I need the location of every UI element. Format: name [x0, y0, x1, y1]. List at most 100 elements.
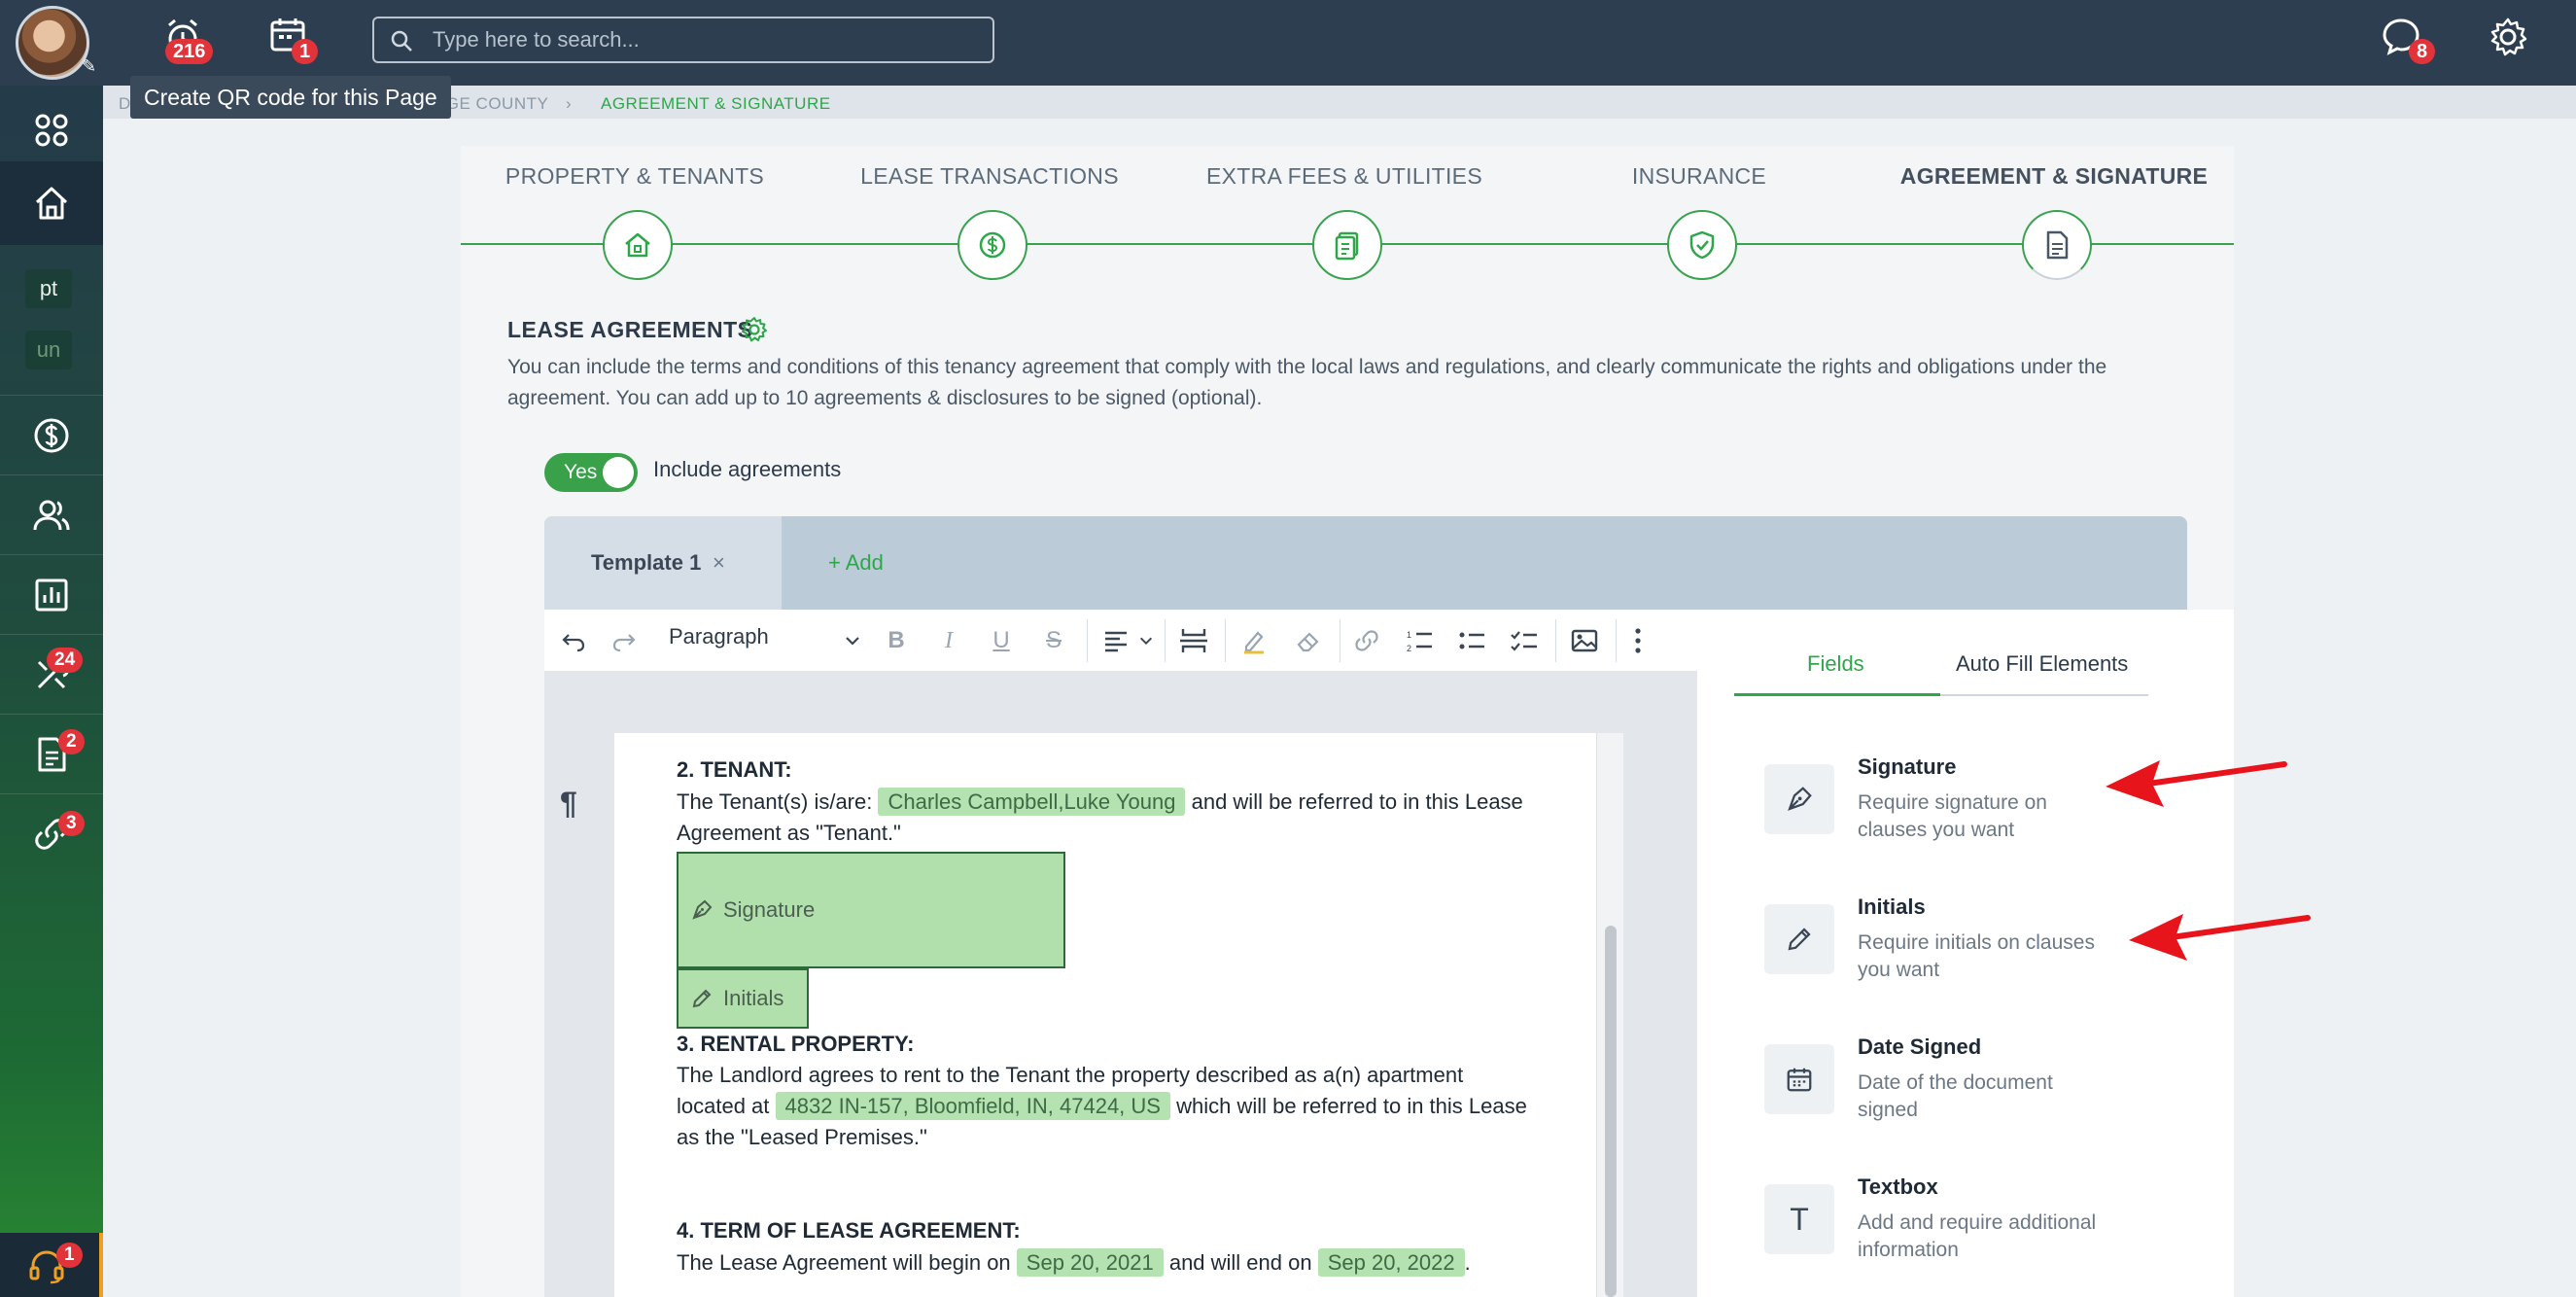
calendar-icon[interactable]: [268, 16, 317, 64]
dollar-icon: [979, 231, 1006, 259]
sidebar-item-pt[interactable]: pt: [25, 269, 72, 308]
undo-icon[interactable]: [554, 621, 593, 660]
search-input[interactable]: [433, 24, 977, 55]
documents-badge: 2: [58, 729, 85, 754]
sidebar-item-finance[interactable]: [0, 397, 103, 474]
more-options-icon[interactable]: [1623, 621, 1653, 660]
chevron-down-icon[interactable]: [838, 621, 867, 660]
settings-gear-icon[interactable]: [2487, 16, 2535, 64]
page-break-icon[interactable]: [1174, 621, 1213, 660]
tab-template-1[interactable]: [544, 516, 782, 610]
link-icon[interactable]: [1347, 621, 1386, 660]
dollar-circle-icon: [34, 418, 69, 453]
sidebar-item-documents[interactable]: [0, 716, 103, 793]
initials-field-title[interactable]: Initials: [1858, 894, 1926, 919]
sidebar-item-people[interactable]: [0, 476, 103, 554]
receipt-icon: [1335, 231, 1359, 261]
toggle-yes-label: Yes: [564, 461, 598, 483]
signature-field-title[interactable]: Signature: [1858, 754, 1957, 779]
annotation-arrow-initials-icon: [2129, 914, 2311, 961]
tab-close-icon[interactable]: ×: [713, 550, 725, 575]
pin-icon: ✎: [82, 56, 97, 76]
editor-scrollbar-thumb[interactable]: [1605, 926, 1617, 1297]
initials-field-box[interactable]: Initials: [677, 968, 809, 1029]
align-left-icon[interactable]: [1098, 621, 1133, 660]
tab-auto-fill-elements[interactable]: Auto Fill Elements: [1956, 651, 2129, 676]
messages-icon[interactable]: [2380, 16, 2428, 64]
align-chevron-down-icon[interactable]: [1135, 621, 1157, 660]
signature-field-label: Signature: [723, 897, 816, 922]
address-field[interactable]: 4832 IN-157, Bloomfield, IN, 47424, US: [775, 1092, 1170, 1120]
step-label-lease[interactable]: LEASE TRANSACTIONS: [860, 163, 1119, 189]
highlight-icon[interactable]: [1235, 621, 1273, 660]
textbox-field-desc: Add and require additional information: [1858, 1211, 2097, 1261]
text-t-icon: T: [1790, 1201, 1809, 1237]
qr-code-tooltip: Create QR code for this Page: [130, 76, 451, 119]
redo-icon[interactable]: [605, 621, 644, 660]
step-fees[interactable]: [1312, 210, 1382, 280]
add-template-button[interactable]: + Add: [828, 550, 884, 575]
sidebar-item-apps[interactable]: [0, 91, 103, 169]
term-heading: 4. TERM OF LEASE AGREEMENT:: [677, 1218, 1021, 1243]
paragraph-style-select[interactable]: Paragraph: [669, 624, 769, 648]
tab-fields[interactable]: Fields: [1807, 651, 1864, 676]
insert-image-icon[interactable]: [1565, 621, 1604, 660]
sidebar-item-tools[interactable]: [0, 636, 103, 714]
top-bar: ✎ 216 1 8: [0, 0, 2576, 86]
chart-icon: [35, 578, 68, 612]
end-date-field[interactable]: Sep 20, 2022: [1317, 1248, 1465, 1277]
pencil-icon: [1788, 928, 1811, 951]
start-date-field[interactable]: Sep 20, 2021: [1016, 1248, 1164, 1277]
step-label-agreement[interactable]: AGREEMENT & SIGNATURE: [1899, 163, 2209, 189]
breadcrumb-item-current: AGREEMENT & SIGNATURE: [601, 94, 831, 113]
breadcrumb-item-partial[interactable]: D: [119, 94, 131, 113]
date-signed-field-desc: Date of the document signed: [1858, 1071, 2053, 1121]
sidebar-item-home[interactable]: [0, 161, 103, 245]
include-agreements-toggle[interactable]: Yes: [544, 453, 638, 492]
signature-field-icon-tile[interactable]: [1764, 764, 1834, 834]
support-button[interactable]: 1: [0, 1233, 103, 1297]
step-label-fees[interactable]: EXTRA FEES & UTILITIES: [1206, 163, 1482, 189]
step-insurance[interactable]: [1667, 210, 1737, 280]
tenant-names-field[interactable]: Charles Campbell,Luke Young: [878, 788, 1186, 816]
sidebar: pt un 24 2 3: [0, 86, 103, 1297]
initials-field-icon-tile[interactable]: [1764, 904, 1834, 974]
bullet-list-icon[interactable]: [1452, 621, 1491, 660]
sidebar-item-links[interactable]: [0, 795, 103, 873]
sidebar-item-reports[interactable]: [0, 556, 103, 634]
italic-icon[interactable]: I: [945, 627, 953, 653]
tools-badge: 24: [47, 648, 84, 673]
svg-text:2: 2: [1407, 644, 1411, 653]
paragraph-mark-icon[interactable]: ¶: [560, 786, 577, 821]
user-avatar[interactable]: [16, 6, 89, 80]
step-agreement[interactable]: [2022, 210, 2092, 280]
step-lease[interactable]: [957, 210, 1027, 280]
initials-field-desc: Require initials on clauses you want: [1858, 931, 2095, 981]
checklist-icon[interactable]: [1505, 621, 1544, 660]
signature-field-box[interactable]: Signature: [677, 852, 1065, 968]
textbox-field-icon-tile[interactable]: T: [1764, 1184, 1834, 1254]
breadcrumb-item-county[interactable]: NGE COUNTY: [434, 94, 549, 113]
step-label-insurance[interactable]: INSURANCE: [1631, 163, 1767, 189]
date-signed-field-icon-tile[interactable]: [1764, 1044, 1834, 1114]
lease-settings-gear-icon[interactable]: [741, 316, 768, 348]
sidebar-item-un[interactable]: un: [25, 331, 72, 369]
tab-template-1-label[interactable]: Template 1: [591, 550, 702, 575]
template-tab-bar: [544, 516, 2187, 610]
underline-icon[interactable]: U: [992, 627, 1010, 653]
tenant-line-1: The Tenant(s) is/are: Charles Campbell,L…: [677, 788, 1523, 816]
textbox-field-title[interactable]: Textbox: [1858, 1174, 1938, 1199]
rental-line-3: as the "Leased Premises.": [677, 1125, 927, 1149]
step-property[interactable]: [603, 210, 673, 280]
eraser-icon[interactable]: [1289, 621, 1328, 660]
date-signed-field-title[interactable]: Date Signed: [1858, 1034, 1982, 1059]
lease-agreements-title: LEASE AGREEMENTS: [507, 317, 753, 342]
calendar-icon: [1787, 1068, 1812, 1092]
bold-icon[interactable]: B: [888, 627, 905, 653]
strikethrough-icon[interactable]: S: [1045, 627, 1062, 653]
step-label-property[interactable]: PROPERTY & TENANTS: [505, 163, 765, 189]
rental-line-1: The Landlord agrees to rent to the Tenan…: [677, 1063, 1464, 1087]
links-badge: 3: [58, 811, 85, 836]
